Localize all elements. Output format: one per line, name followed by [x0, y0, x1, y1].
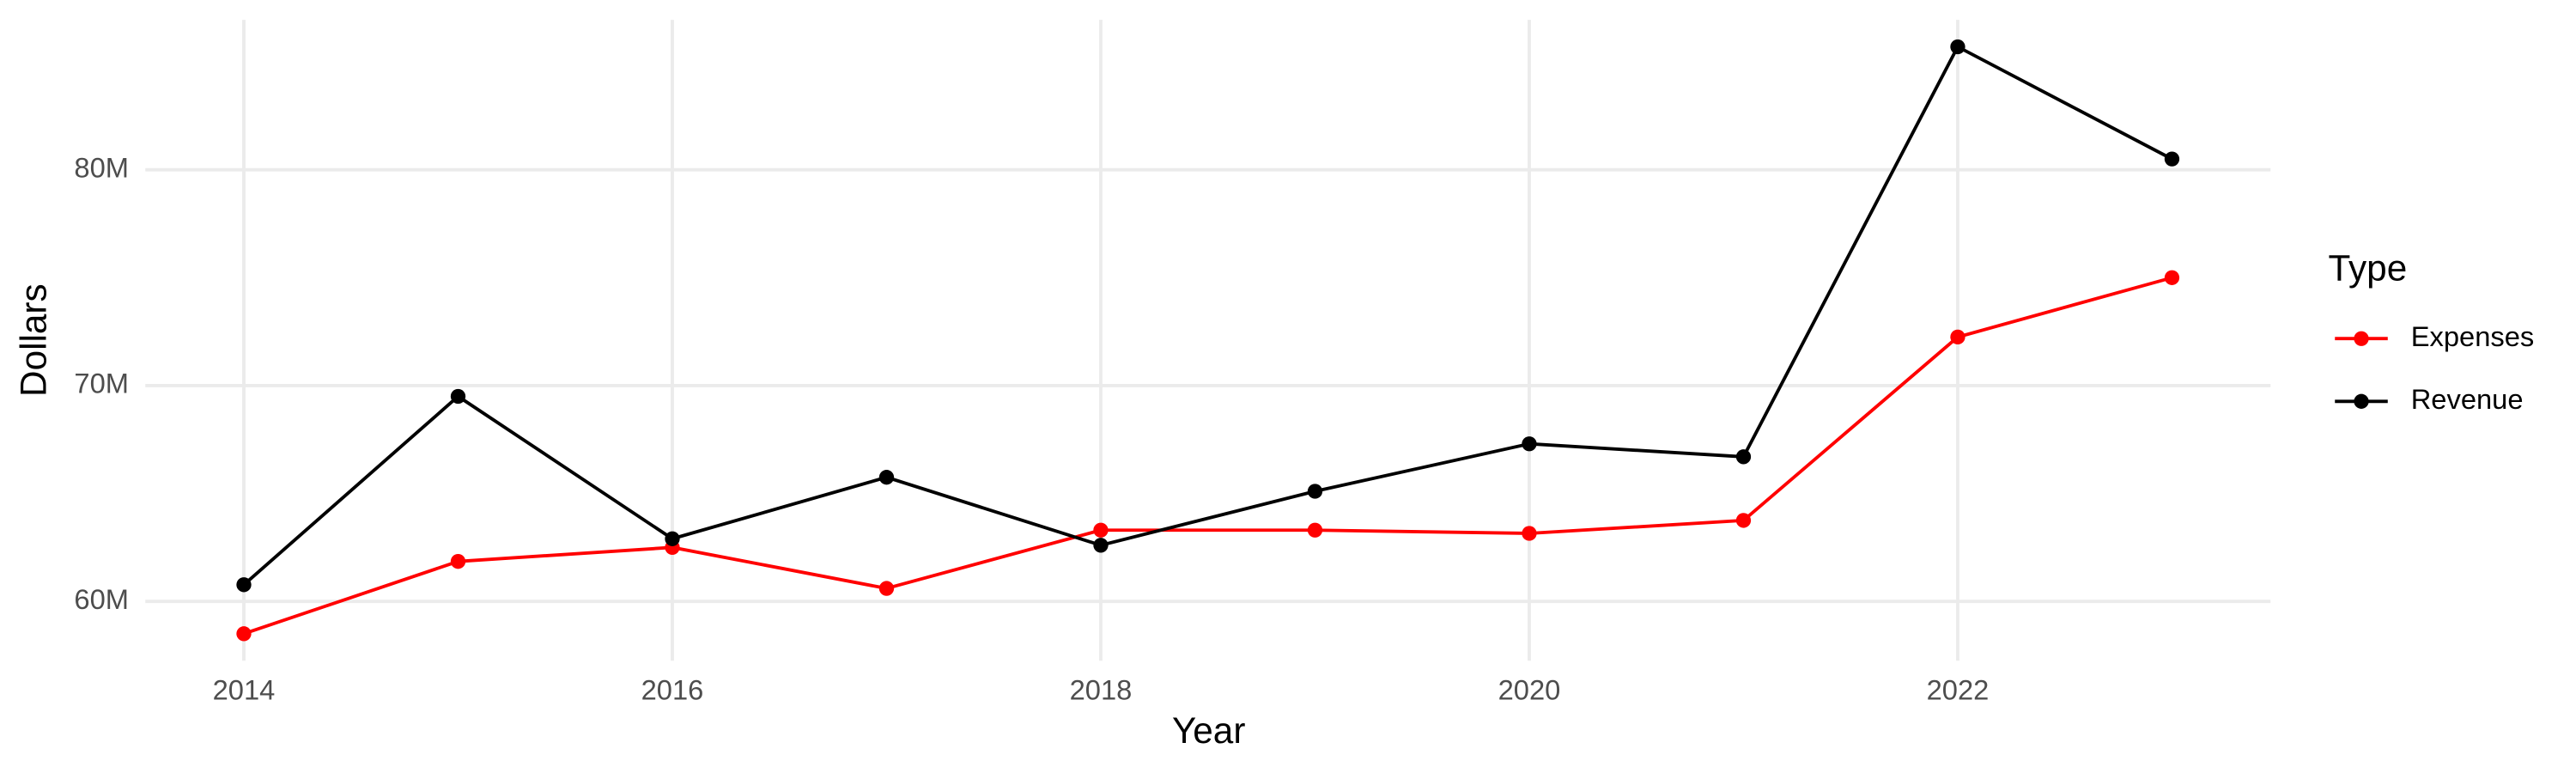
data-point — [1522, 526, 1537, 541]
data-point — [450, 554, 466, 569]
data-point — [878, 470, 895, 485]
y-tick-label: 70M — [74, 368, 129, 399]
data-point — [236, 577, 252, 593]
data-point — [1307, 522, 1323, 538]
data-point — [1093, 538, 1109, 553]
data-point — [1950, 329, 1965, 345]
data-point — [1735, 513, 1752, 528]
data-point — [2164, 270, 2180, 285]
x-tick-label: 2020 — [1498, 673, 1561, 705]
x-tick-label: 2022 — [1927, 673, 1990, 705]
data-point — [1950, 39, 1965, 55]
legend-label: Expenses — [2411, 320, 2535, 352]
series-line — [243, 276, 2172, 636]
x-tick-label: 2014 — [213, 673, 276, 705]
data-point — [236, 626, 252, 642]
y-tick-label: 80M — [74, 151, 129, 183]
data-point — [450, 388, 466, 405]
data-point — [1093, 522, 1109, 538]
legend-label: Revenue — [2411, 383, 2524, 415]
x-axis-title: Year — [1172, 710, 1245, 751]
legend-marker — [2354, 331, 2369, 346]
x-tick-label: 2018 — [1070, 673, 1133, 705]
y-tick-label: 60M — [74, 583, 129, 615]
data-point — [2164, 151, 2180, 167]
data-point — [878, 581, 895, 596]
legend-title: Type — [2329, 248, 2408, 289]
data-point — [1522, 436, 1537, 452]
data-point — [1307, 484, 1323, 499]
x-tick-label: 2016 — [641, 673, 704, 705]
data-point — [1735, 449, 1752, 465]
legend-marker — [2354, 393, 2369, 409]
y-axis-title: Dollars — [13, 283, 53, 397]
series-line — [242, 44, 2173, 587]
data-point — [665, 531, 680, 546]
